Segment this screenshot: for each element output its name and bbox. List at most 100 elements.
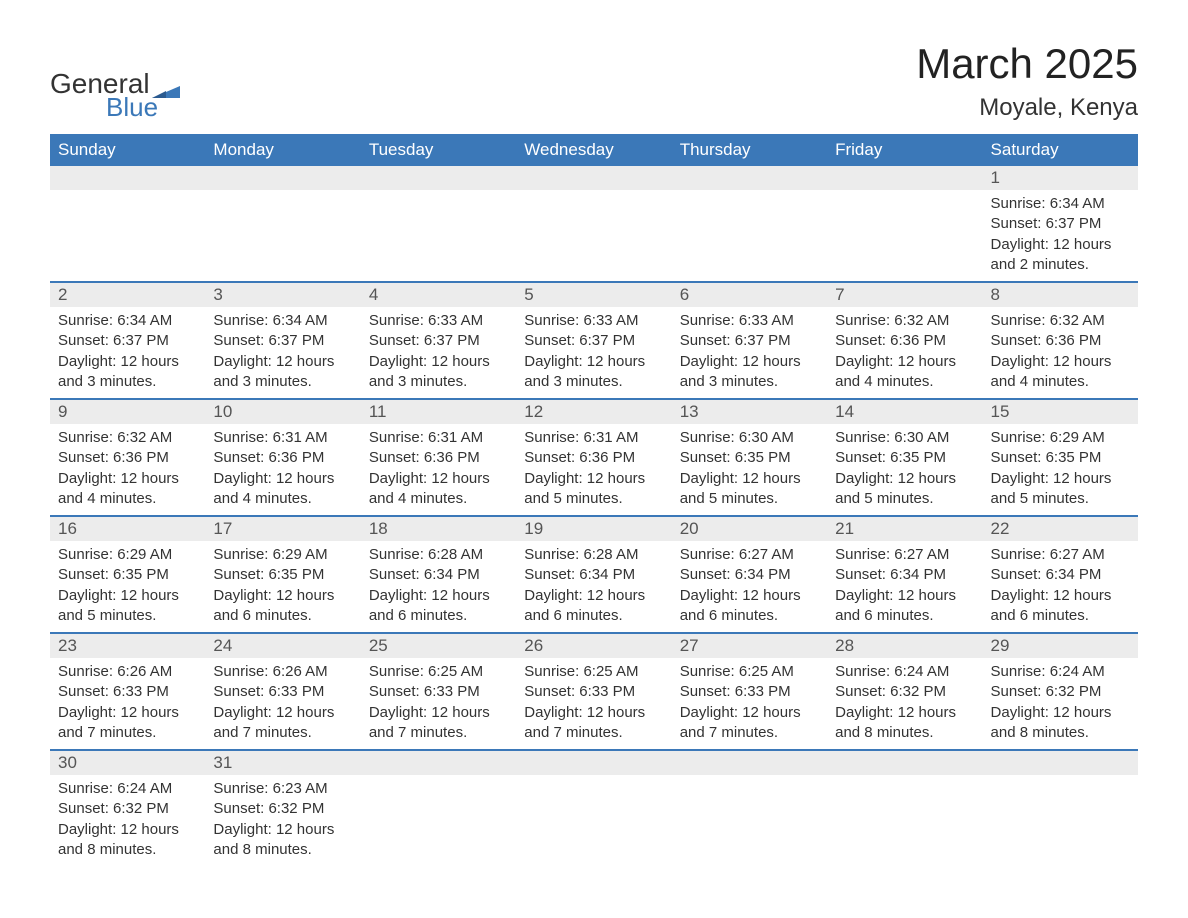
- calendar-cell: 26Sunrise: 6:25 AMSunset: 6:33 PMDayligh…: [516, 633, 671, 750]
- day-number: 14: [827, 400, 982, 424]
- sunset-text: Sunset: 6:35 PM: [835, 448, 974, 468]
- day-number: 25: [361, 634, 516, 658]
- sunset-text: Sunset: 6:35 PM: [58, 565, 197, 585]
- calendar-cell: [827, 750, 982, 866]
- daylight-text: Daylight: 12 hours and 5 minutes.: [524, 469, 663, 510]
- daylight-text: Daylight: 12 hours and 3 minutes.: [680, 352, 819, 393]
- sunset-text: Sunset: 6:37 PM: [58, 331, 197, 351]
- day-number: 12: [516, 400, 671, 424]
- sunrise-text: Sunrise: 6:33 AM: [369, 311, 508, 331]
- sunrise-text: Sunrise: 6:24 AM: [58, 779, 197, 799]
- daylight-text: Daylight: 12 hours and 6 minutes.: [680, 586, 819, 627]
- day-body: Sunrise: 6:27 AMSunset: 6:34 PMDaylight:…: [827, 541, 982, 632]
- day-number: 9: [50, 400, 205, 424]
- day-body: Sunrise: 6:29 AMSunset: 6:35 PMDaylight:…: [50, 541, 205, 632]
- daylight-text: Daylight: 12 hours and 6 minutes.: [213, 586, 352, 627]
- header: General Blue March 2025 Moyale, Kenya: [50, 40, 1138, 122]
- sunrise-text: Sunrise: 6:25 AM: [524, 662, 663, 682]
- logo-flag-icon: [152, 75, 180, 93]
- daylight-text: Daylight: 12 hours and 3 minutes.: [58, 352, 197, 393]
- day-number: 15: [983, 400, 1138, 424]
- calendar-cell: 31Sunrise: 6:23 AMSunset: 6:32 PMDayligh…: [205, 750, 360, 866]
- calendar-cell: 10Sunrise: 6:31 AMSunset: 6:36 PMDayligh…: [205, 399, 360, 516]
- day-number: 1: [983, 166, 1138, 190]
- calendar-cell: [672, 166, 827, 282]
- calendar-cell: 27Sunrise: 6:25 AMSunset: 6:33 PMDayligh…: [672, 633, 827, 750]
- day-number: 31: [205, 751, 360, 775]
- day-number: 17: [205, 517, 360, 541]
- sunrise-text: Sunrise: 6:29 AM: [991, 428, 1130, 448]
- page-title: March 2025: [916, 40, 1138, 88]
- sunrise-text: Sunrise: 6:32 AM: [991, 311, 1130, 331]
- day-number: [516, 751, 671, 775]
- daylight-text: Daylight: 12 hours and 4 minutes.: [991, 352, 1130, 393]
- sunrise-text: Sunrise: 6:33 AM: [680, 311, 819, 331]
- day-number: [516, 166, 671, 190]
- day-number: 29: [983, 634, 1138, 658]
- day-body: [50, 190, 205, 200]
- daylight-text: Daylight: 12 hours and 4 minutes.: [58, 469, 197, 510]
- sunset-text: Sunset: 6:34 PM: [680, 565, 819, 585]
- sunset-text: Sunset: 6:36 PM: [213, 448, 352, 468]
- day-body: Sunrise: 6:29 AMSunset: 6:35 PMDaylight:…: [205, 541, 360, 632]
- daylight-text: Daylight: 12 hours and 7 minutes.: [58, 703, 197, 744]
- calendar-week-row: 30Sunrise: 6:24 AMSunset: 6:32 PMDayligh…: [50, 750, 1138, 866]
- day-number: 19: [516, 517, 671, 541]
- logo: General Blue: [50, 70, 180, 120]
- day-body: Sunrise: 6:28 AMSunset: 6:34 PMDaylight:…: [361, 541, 516, 632]
- day-body: Sunrise: 6:34 AMSunset: 6:37 PMDaylight:…: [205, 307, 360, 398]
- calendar-cell: [361, 166, 516, 282]
- day-number: [50, 166, 205, 190]
- calendar-cell: 7Sunrise: 6:32 AMSunset: 6:36 PMDaylight…: [827, 282, 982, 399]
- daylight-text: Daylight: 12 hours and 2 minutes.: [991, 235, 1130, 276]
- calendar-cell: 14Sunrise: 6:30 AMSunset: 6:35 PMDayligh…: [827, 399, 982, 516]
- day-number: 5: [516, 283, 671, 307]
- calendar-cell: [361, 750, 516, 866]
- day-body: [983, 775, 1138, 785]
- daylight-text: Daylight: 12 hours and 4 minutes.: [369, 469, 508, 510]
- daylight-text: Daylight: 12 hours and 5 minutes.: [991, 469, 1130, 510]
- day-number: [672, 166, 827, 190]
- calendar-cell: 4Sunrise: 6:33 AMSunset: 6:37 PMDaylight…: [361, 282, 516, 399]
- daylight-text: Daylight: 12 hours and 7 minutes.: [369, 703, 508, 744]
- day-body: Sunrise: 6:34 AMSunset: 6:37 PMDaylight:…: [50, 307, 205, 398]
- daylight-text: Daylight: 12 hours and 5 minutes.: [58, 586, 197, 627]
- sunrise-text: Sunrise: 6:28 AM: [524, 545, 663, 565]
- day-body: Sunrise: 6:32 AMSunset: 6:36 PMDaylight:…: [827, 307, 982, 398]
- day-body: Sunrise: 6:27 AMSunset: 6:34 PMDaylight:…: [983, 541, 1138, 632]
- calendar-cell: 9Sunrise: 6:32 AMSunset: 6:36 PMDaylight…: [50, 399, 205, 516]
- sunrise-text: Sunrise: 6:33 AM: [524, 311, 663, 331]
- day-body: [516, 190, 671, 200]
- calendar-cell: [516, 750, 671, 866]
- day-body: [672, 775, 827, 785]
- day-body: Sunrise: 6:29 AMSunset: 6:35 PMDaylight:…: [983, 424, 1138, 515]
- sunrise-text: Sunrise: 6:26 AM: [213, 662, 352, 682]
- sunset-text: Sunset: 6:35 PM: [680, 448, 819, 468]
- sunset-text: Sunset: 6:36 PM: [524, 448, 663, 468]
- calendar-cell: 8Sunrise: 6:32 AMSunset: 6:36 PMDaylight…: [983, 282, 1138, 399]
- calendar-week-row: 9Sunrise: 6:32 AMSunset: 6:36 PMDaylight…: [50, 399, 1138, 516]
- day-number: [983, 751, 1138, 775]
- logo-blue-text: Blue: [106, 94, 158, 120]
- day-number: 24: [205, 634, 360, 658]
- col-sunday: Sunday: [50, 134, 205, 166]
- calendar-cell: 5Sunrise: 6:33 AMSunset: 6:37 PMDaylight…: [516, 282, 671, 399]
- day-number: 13: [672, 400, 827, 424]
- day-body: Sunrise: 6:32 AMSunset: 6:36 PMDaylight:…: [50, 424, 205, 515]
- day-number: [361, 166, 516, 190]
- calendar-cell: 28Sunrise: 6:24 AMSunset: 6:32 PMDayligh…: [827, 633, 982, 750]
- day-body: Sunrise: 6:23 AMSunset: 6:32 PMDaylight:…: [205, 775, 360, 866]
- sunset-text: Sunset: 6:34 PM: [991, 565, 1130, 585]
- daylight-text: Daylight: 12 hours and 8 minutes.: [213, 820, 352, 861]
- sunset-text: Sunset: 6:36 PM: [58, 448, 197, 468]
- day-number: 27: [672, 634, 827, 658]
- sunrise-text: Sunrise: 6:31 AM: [524, 428, 663, 448]
- calendar-week-row: 23Sunrise: 6:26 AMSunset: 6:33 PMDayligh…: [50, 633, 1138, 750]
- calendar-cell: [827, 166, 982, 282]
- sunset-text: Sunset: 6:33 PM: [213, 682, 352, 702]
- calendar-header-row: Sunday Monday Tuesday Wednesday Thursday…: [50, 134, 1138, 166]
- daylight-text: Daylight: 12 hours and 8 minutes.: [58, 820, 197, 861]
- sunrise-text: Sunrise: 6:34 AM: [213, 311, 352, 331]
- sunset-text: Sunset: 6:36 PM: [835, 331, 974, 351]
- calendar-cell: 23Sunrise: 6:26 AMSunset: 6:33 PMDayligh…: [50, 633, 205, 750]
